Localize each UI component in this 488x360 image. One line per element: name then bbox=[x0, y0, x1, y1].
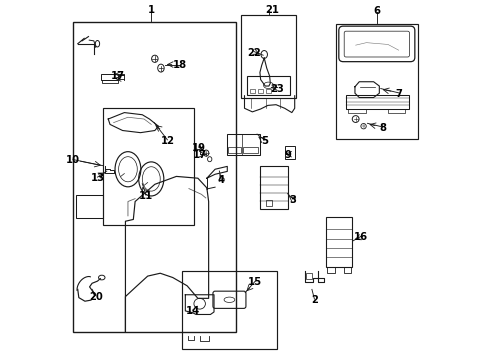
Bar bbox=[247, 76, 289, 95]
Text: 17: 17 bbox=[192, 150, 206, 160]
Text: 9: 9 bbox=[284, 150, 290, 160]
Bar bbox=[76, 195, 102, 218]
Text: 18: 18 bbox=[173, 60, 186, 70]
Bar bbox=[73, 22, 236, 332]
Bar bbox=[241, 15, 296, 98]
Text: 2: 2 bbox=[310, 295, 317, 305]
Text: 16: 16 bbox=[353, 232, 367, 242]
Bar bbox=[249, 89, 255, 93]
Text: 23: 23 bbox=[269, 84, 283, 94]
Bar bbox=[257, 89, 263, 93]
Bar bbox=[284, 145, 295, 159]
Text: 22: 22 bbox=[247, 48, 261, 58]
Bar bbox=[243, 147, 258, 153]
Bar bbox=[259, 166, 287, 209]
Text: 19: 19 bbox=[191, 143, 205, 153]
Bar bbox=[305, 273, 312, 279]
Text: 14: 14 bbox=[185, 306, 199, 316]
Text: 6: 6 bbox=[373, 6, 380, 17]
Text: 15: 15 bbox=[248, 277, 262, 287]
Bar bbox=[265, 89, 270, 93]
Bar bbox=[101, 74, 118, 80]
Text: 11: 11 bbox=[139, 191, 153, 201]
Bar bbox=[325, 217, 351, 267]
Bar bbox=[227, 147, 241, 153]
Bar bbox=[226, 134, 259, 155]
Text: 7: 7 bbox=[394, 89, 401, 99]
Text: 12: 12 bbox=[160, 136, 174, 145]
Bar bbox=[335, 24, 418, 139]
Text: 5: 5 bbox=[260, 136, 267, 145]
Text: 10: 10 bbox=[66, 155, 80, 165]
Text: 17: 17 bbox=[111, 71, 125, 81]
Text: 8: 8 bbox=[378, 123, 385, 133]
Text: 1: 1 bbox=[147, 5, 155, 15]
Bar bbox=[182, 271, 276, 348]
Text: 4: 4 bbox=[217, 175, 224, 185]
Bar bbox=[102, 108, 194, 225]
Bar bbox=[265, 200, 272, 206]
Text: 3: 3 bbox=[289, 195, 296, 205]
Bar bbox=[326, 267, 334, 273]
Text: 20: 20 bbox=[89, 292, 102, 302]
Bar bbox=[387, 109, 405, 113]
Bar bbox=[102, 80, 117, 83]
Bar bbox=[348, 109, 365, 113]
Text: 21: 21 bbox=[264, 5, 279, 15]
Bar bbox=[345, 95, 408, 109]
Text: 13: 13 bbox=[90, 173, 104, 183]
Bar bbox=[344, 267, 351, 273]
